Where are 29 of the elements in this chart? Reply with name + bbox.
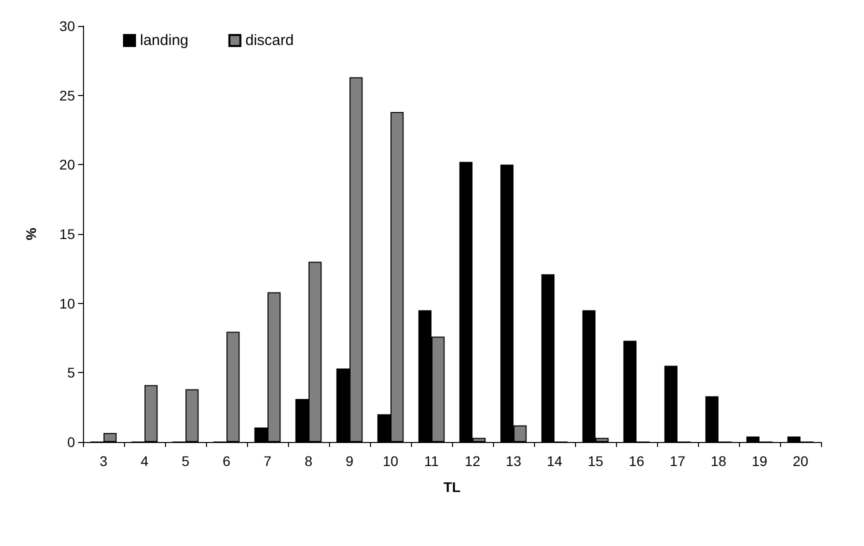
x-tick-label: 12 [464,453,480,469]
y-tick-label: 5 [67,364,76,381]
x-tick-label: 4 [140,453,149,469]
x-tick-label: 11 [424,453,439,469]
y-tick-label: 30 [59,18,76,34]
y-tick-label: 10 [59,295,76,312]
x-tick-label: 9 [346,453,354,469]
x-tick-label: 16 [628,453,644,469]
x-axis-title: TL [443,479,461,495]
x-tick-label: 8 [304,453,313,469]
x-tick-label: 14 [546,453,562,469]
y-axis-title: % [23,227,39,240]
x-tick-label: 5 [182,453,190,469]
x-tick-label: 7 [264,453,272,469]
x-tick-label: 13 [506,453,522,469]
x-tick-label: 18 [710,453,726,469]
y-tick-label: 0 [67,434,76,450]
x-tick-label: 10 [382,453,398,469]
legend-label: landing [140,32,188,49]
x-tick-label: 3 [100,453,108,469]
y-tick-label: 20 [59,156,76,173]
y-tick-label: 15 [59,226,76,242]
x-tick-label: 15 [588,453,604,469]
x-tick-label: 20 [792,453,808,469]
y-tick-label: 25 [59,87,76,104]
legend-label: discard [245,32,294,49]
x-tick-label: 19 [752,453,768,469]
x-tick-label: 17 [670,453,686,469]
x-tick-label: 6 [222,453,231,469]
